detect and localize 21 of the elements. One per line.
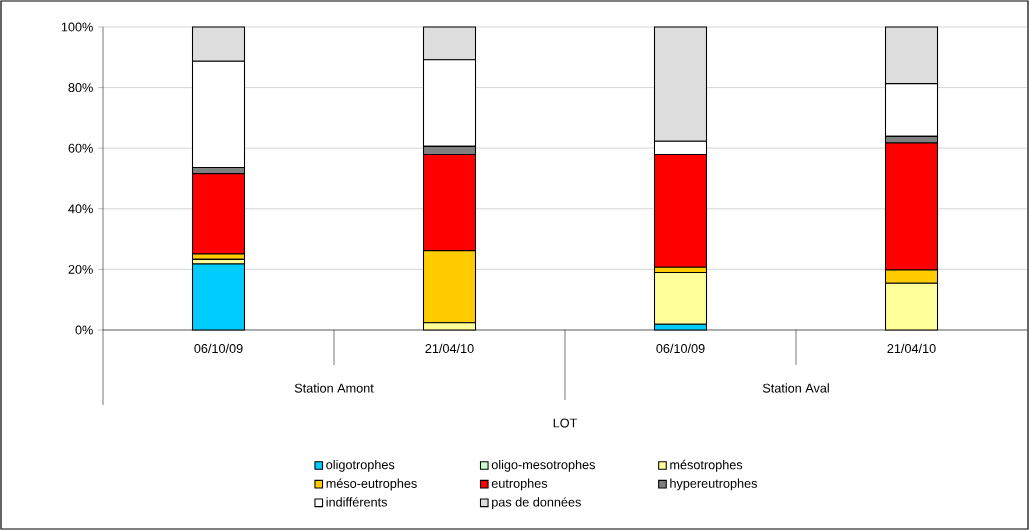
x-tick-label: 06/10/09: [656, 343, 705, 353]
x-tick-label: 21/04/10: [887, 343, 936, 353]
legend-label: hypereutrophes: [670, 478, 757, 491]
legend-label: oligo-mesotrophes: [491, 459, 595, 472]
y-tick-label: 0%: [75, 325, 93, 335]
text: Station Aval: [762, 383, 829, 393]
y-tick-label: 40%: [68, 204, 93, 214]
y-tick-label: 80%: [68, 83, 93, 93]
text: Station Amont: [294, 383, 374, 393]
legend-label: mésotrophes: [670, 459, 743, 472]
x-tick-label: 21/04/10: [425, 343, 474, 353]
x-tick-label: 06/10/09: [194, 343, 243, 353]
text: LOT: [553, 418, 578, 428]
y-tick-label: 100%: [61, 22, 93, 32]
legend-label: méso-eutrophes: [326, 478, 417, 491]
y-tick-label: 60%: [68, 143, 93, 153]
legend-label: indifférents: [326, 497, 388, 507]
legend-label: pas de données: [492, 497, 581, 510]
legend-label: oligotrophes: [326, 459, 395, 472]
legend-label: eutrophes: [491, 478, 548, 491]
y-tick-label: 20%: [68, 264, 93, 274]
